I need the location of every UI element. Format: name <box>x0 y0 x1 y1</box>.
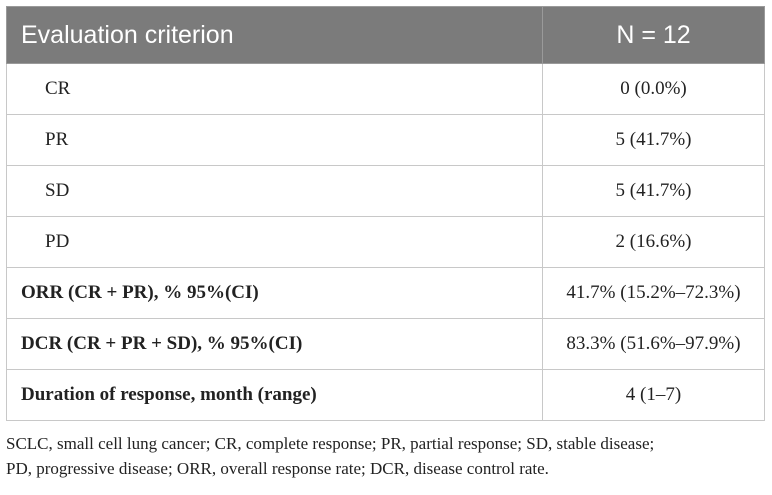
table-row: Duration of response, month (range) 4 (1… <box>6 369 765 421</box>
row-value-duration: 4 (1–7) <box>542 369 765 421</box>
row-value-cr: 0 (0.0%) <box>542 63 765 115</box>
table-row: ORR (CR + PR), % 95%(CI) 41.7% (15.2%–72… <box>6 267 765 319</box>
footnote-line-1: SCLC, small cell lung cancer; CR, comple… <box>6 434 655 453</box>
row-value-dcr: 83.3% (51.6%–97.9%) <box>542 318 765 370</box>
row-value-pr: 5 (41.7%) <box>542 114 765 166</box>
row-value-sd: 5 (41.7%) <box>542 165 765 217</box>
row-label-pd: PD <box>6 216 543 268</box>
footnote-line-2: PD, progressive disease; ORR, overall re… <box>6 459 549 478</box>
row-value-orr: 41.7% (15.2%–72.3%) <box>542 267 765 319</box>
table-row: PR 5 (41.7%) <box>6 114 765 166</box>
response-table-container: Evaluation criterion N = 12 CR 0 (0.0%) … <box>6 6 766 481</box>
row-label-pr: PR <box>6 114 543 166</box>
row-value-pd: 2 (16.6%) <box>542 216 765 268</box>
response-table: Evaluation criterion N = 12 CR 0 (0.0%) … <box>6 6 765 421</box>
table-row: CR 0 (0.0%) <box>6 63 765 115</box>
table-row: SD 5 (41.7%) <box>6 165 765 217</box>
row-label-duration: Duration of response, month (range) <box>6 369 543 421</box>
table-row: PD 2 (16.6%) <box>6 216 765 268</box>
row-label-sd: SD <box>6 165 543 217</box>
table-row: DCR (CR + PR + SD), % 95%(CI) 83.3% (51.… <box>6 318 765 370</box>
table-footnote: SCLC, small cell lung cancer; CR, comple… <box>6 431 766 481</box>
row-label-orr: ORR (CR + PR), % 95%(CI) <box>6 267 543 319</box>
header-evaluation-criterion: Evaluation criterion <box>6 6 543 64</box>
row-label-dcr: DCR (CR + PR + SD), % 95%(CI) <box>6 318 543 370</box>
header-n: N = 12 <box>542 6 765 64</box>
table-header-row: Evaluation criterion N = 12 <box>6 6 765 64</box>
row-label-cr: CR <box>6 63 543 115</box>
